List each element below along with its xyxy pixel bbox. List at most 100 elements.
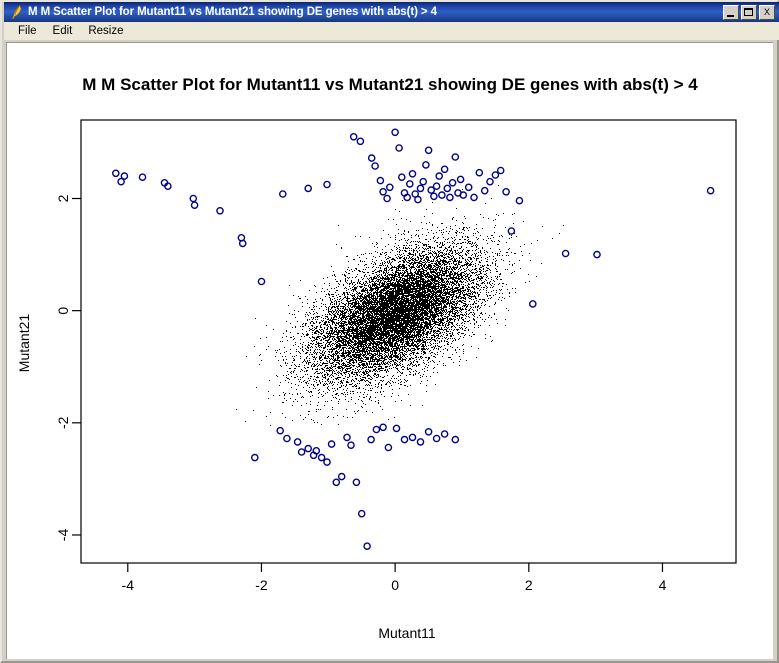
de-gene-point <box>451 153 460 161</box>
de-gene-point <box>443 184 452 193</box>
de-gene-point <box>419 177 428 186</box>
y-tick-label: 2 <box>55 194 71 202</box>
de-gene-point <box>432 434 441 443</box>
de-gene-point <box>464 183 473 192</box>
de-gene-point <box>456 175 465 184</box>
scatter-points-all <box>236 185 564 428</box>
de-gene-point <box>367 154 376 162</box>
x-axis-label: Mutant11 <box>378 625 436 641</box>
de-gene-point <box>332 478 341 487</box>
chart-title: M M Scatter Plot for Mutant11 vs Mutant2… <box>82 75 698 94</box>
de-gene-point <box>385 183 394 192</box>
de-gene-point <box>416 438 425 446</box>
de-gene-point <box>357 509 366 518</box>
close-button[interactable]: X <box>759 4 775 20</box>
de-gene-point <box>190 201 199 209</box>
de-gene-point <box>379 187 387 196</box>
de-gene-point <box>376 176 385 185</box>
de-gene-point <box>379 423 387 432</box>
de-gene-point <box>435 172 444 180</box>
de-gene-point <box>297 448 306 456</box>
de-gene-point <box>491 171 500 179</box>
de-gene-point <box>438 191 446 199</box>
x-tick-label: 0 <box>391 577 399 593</box>
menu-edit[interactable]: Edit <box>52 24 73 37</box>
title-bar: M M Scatter Plot for Mutant11 vs Mutant2… <box>4 2 779 22</box>
menu-resize[interactable]: Resize <box>88 24 124 37</box>
de-gene-point <box>405 180 414 188</box>
de-gene-point <box>515 196 524 205</box>
de-gene-point <box>216 206 224 215</box>
de-gene-point <box>416 184 425 193</box>
de-gene-point <box>138 173 147 181</box>
de-gene-point <box>276 426 285 435</box>
minimize-button[interactable] <box>723 4 739 20</box>
de-gene-point <box>391 128 399 137</box>
de-gene-point <box>475 168 484 177</box>
de-gene-point <box>706 186 715 195</box>
de-gene-point <box>293 438 302 446</box>
de-gene-point <box>470 193 478 202</box>
de-gene-point <box>352 478 361 487</box>
de-gene-point <box>408 170 417 178</box>
de-gene-point <box>392 424 401 433</box>
de-gene-point <box>424 146 433 155</box>
maximize-icon <box>744 7 753 16</box>
plot-frame <box>80 119 737 564</box>
de-gene-point <box>363 542 371 551</box>
window-controls: X <box>723 4 775 20</box>
de-gene-point <box>480 186 489 195</box>
de-gene-point <box>367 435 375 444</box>
de-gene-point <box>257 277 266 286</box>
de-gene-point <box>446 193 454 202</box>
de-gene-point <box>496 166 505 175</box>
x-tick-label: -4 <box>122 577 135 593</box>
de-gene-point <box>414 195 422 204</box>
de-gene-point <box>189 194 198 203</box>
de-gene-point <box>283 434 291 443</box>
de-gene-point <box>238 239 247 248</box>
de-gene-point <box>427 186 436 194</box>
maximize-button[interactable] <box>741 4 757 20</box>
minimize-icon <box>727 14 734 17</box>
de-gene-point <box>440 430 449 438</box>
de-gene-point <box>337 472 346 481</box>
de-gene-point <box>120 172 129 180</box>
de-gene-point <box>408 433 417 442</box>
menu-file[interactable]: File <box>18 24 37 37</box>
de-gene-point <box>372 425 381 434</box>
de-gene-point <box>327 440 336 448</box>
y-axis: -4 -2 0 2 <box>55 194 81 541</box>
de-gene-point <box>323 458 331 466</box>
de-gene-point <box>117 177 125 186</box>
de-gene-point <box>486 177 494 186</box>
de-gene-point <box>112 169 120 178</box>
de-gene-point <box>561 249 570 258</box>
de-gene-point <box>529 300 537 308</box>
de-gene-point <box>400 435 409 444</box>
y-tick-label: -2 <box>55 416 71 429</box>
de-gene-point <box>323 180 331 189</box>
de-gene-point <box>383 194 391 203</box>
de-gene-point <box>448 178 457 187</box>
x-axis: -4 -2 0 2 4 <box>122 563 667 593</box>
menu-bar: File Edit Resize <box>4 22 779 40</box>
de-gene-point <box>507 227 516 235</box>
de-gene-point <box>304 184 313 193</box>
de-gene-point <box>403 193 412 202</box>
de-gene-point <box>347 441 355 450</box>
de-gene-point <box>430 192 438 201</box>
close-icon: X <box>763 6 770 17</box>
x-tick-label: -2 <box>255 577 268 593</box>
de-gene-point <box>422 161 430 169</box>
de-gene-point <box>593 250 601 259</box>
de-gene-point <box>459 191 468 199</box>
y-tick-label: -4 <box>55 529 71 542</box>
y-tick-label: 0 <box>55 307 71 315</box>
r-feather-icon <box>9 4 25 20</box>
de-gene-point <box>502 187 510 196</box>
scatter-points-de <box>112 128 715 551</box>
de-gene-point <box>424 427 433 436</box>
scatter-plot: M M Scatter Plot for Mutant11 vs Mutant2… <box>16 75 737 641</box>
